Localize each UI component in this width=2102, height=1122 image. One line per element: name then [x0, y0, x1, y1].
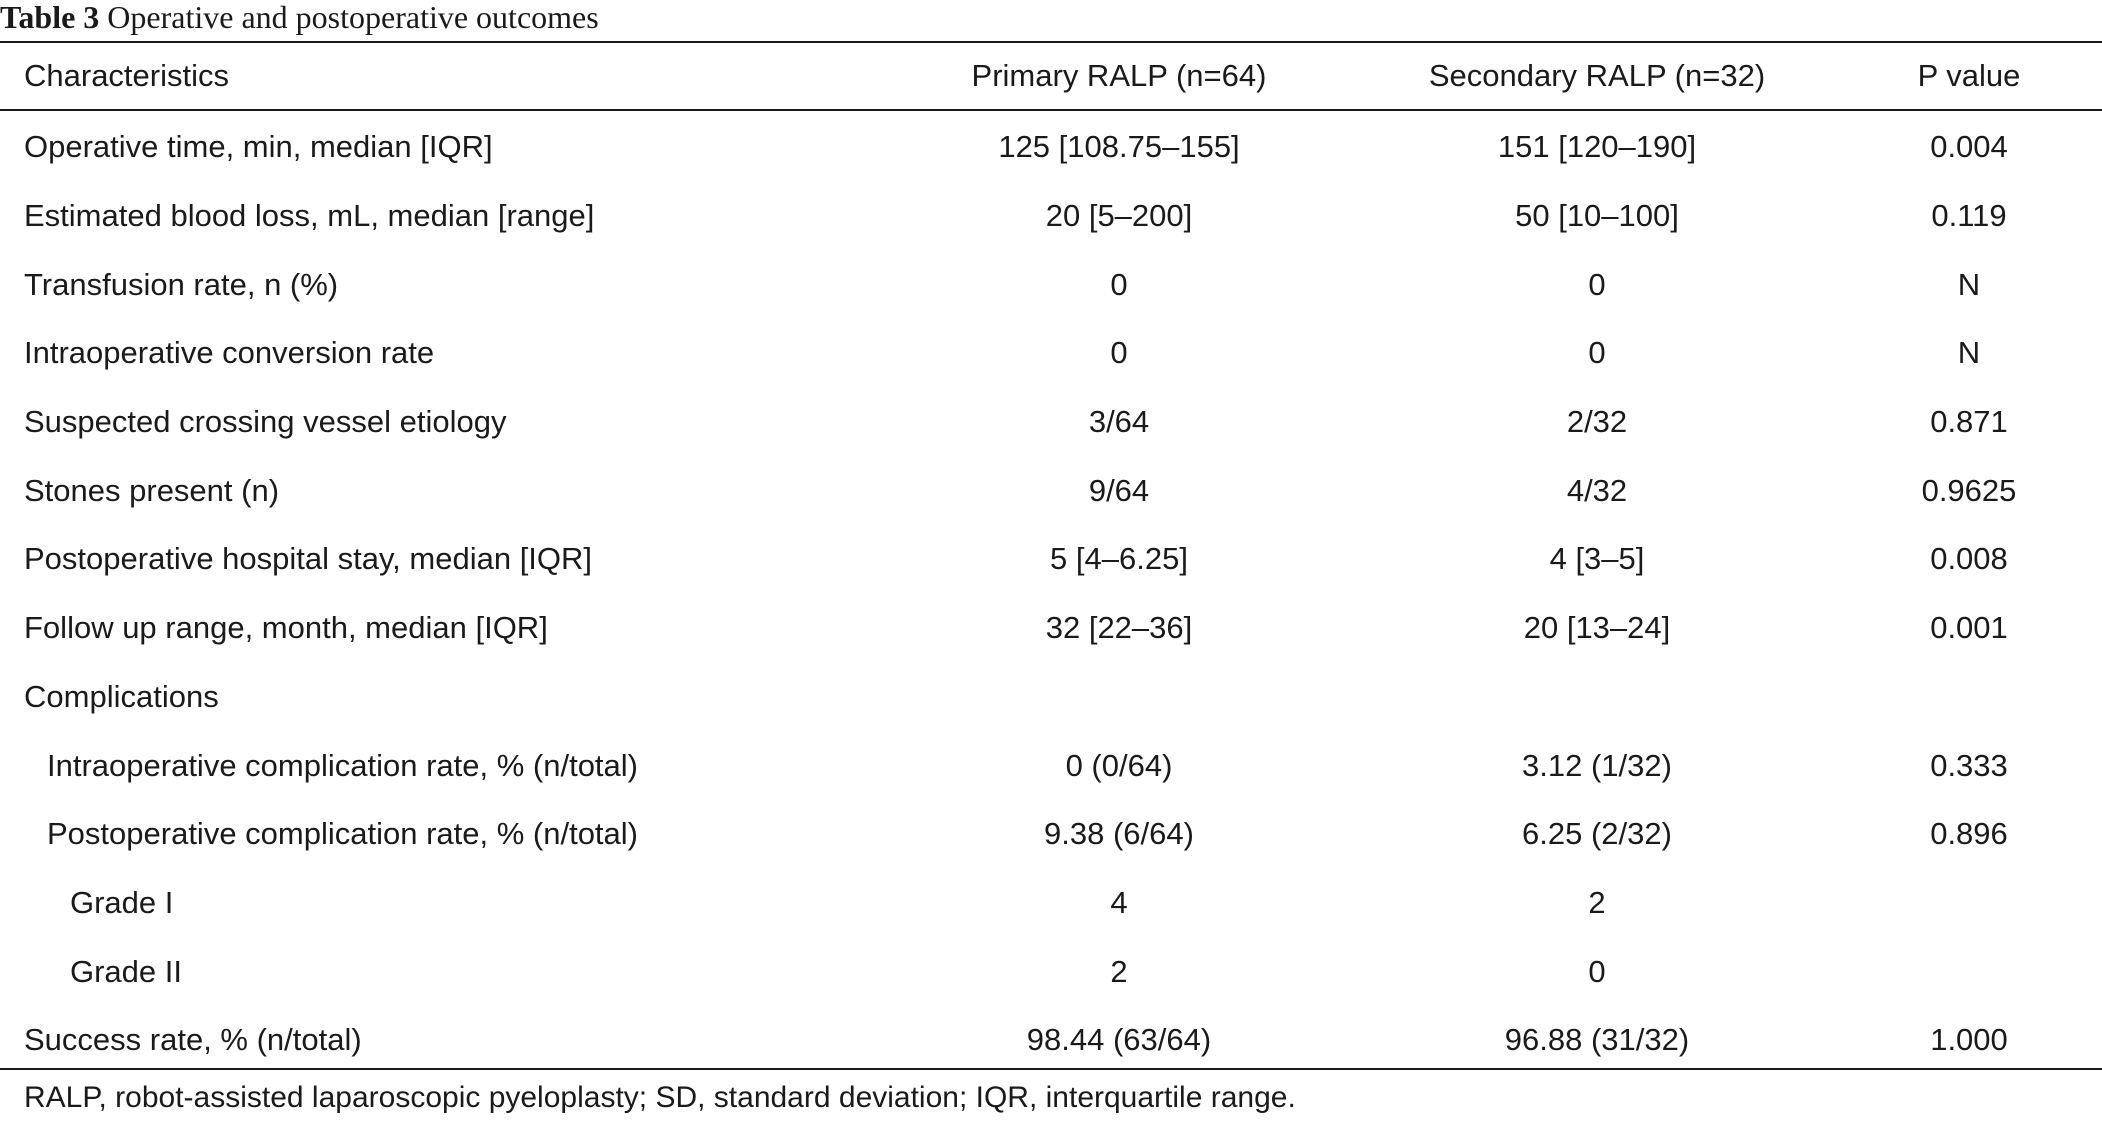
table-row: Intraoperative conversion rate 0 0 N [0, 319, 2102, 388]
row-characteristic: Complications [24, 678, 219, 714]
row-primary-value: 0 [1110, 266, 1128, 302]
row-characteristic: Postoperative hospital stay, median [IQR… [24, 541, 593, 577]
table-row: Estimated blood loss, mL, median [range]… [0, 182, 2102, 251]
row-secondary-value: 151 [120–190] [1497, 129, 1697, 165]
row-primary-value: 9/64 [1088, 472, 1150, 508]
table-header: Characteristics Primary RALP (n=64) Seco… [0, 43, 2102, 109]
row-primary-value: 20 [5–200] [1045, 198, 1193, 234]
row-p-value [1836, 869, 2102, 938]
row-p-value [1836, 663, 2102, 732]
row-characteristic: Grade I [70, 884, 174, 920]
row-secondary-value: 2/32 [1566, 404, 1628, 440]
row-secondary-value: 0 [1588, 953, 1606, 989]
table-caption-label: Table 3 [0, 0, 100, 35]
row-p-value: N [1957, 266, 1981, 302]
header-secondary-ralp: Secondary RALP (n=32) [1428, 58, 1766, 93]
row-secondary-value [1358, 663, 1836, 732]
row-p-value: 0.001 [1930, 610, 2008, 646]
row-characteristic: Grade II [70, 953, 182, 989]
table-row: Postoperative complication rate, % (n/to… [0, 800, 2102, 869]
row-primary-value: 3/64 [1088, 404, 1150, 440]
row-primary-value: 125 [108.75–155] [998, 129, 1240, 165]
table-row: Complications [0, 663, 2102, 732]
row-secondary-value: 96.88 (31/32) [1504, 1022, 1690, 1058]
table-row: Suspected crossing vessel etiology 3/64 2/… [0, 388, 2102, 457]
row-primary-value: 9.38 (6/64) [1044, 816, 1194, 852]
table-row: Intraoperative complication rate, % (n/t… [0, 731, 2102, 800]
row-primary-value: 32 [22–36] [1045, 610, 1193, 646]
row-characteristic: Estimated blood loss, mL, median [range] [24, 198, 595, 234]
row-secondary-value: 3.12 (1/32) [1522, 747, 1672, 783]
row-p-value: 0.004 [1930, 129, 2008, 165]
row-p-value: 0.333 [1930, 747, 2008, 783]
row-characteristic: Postoperative complication rate, % (n/to… [47, 816, 638, 852]
row-primary-value: 5 [4–6.25] [1050, 541, 1188, 577]
table-row: Operative time, min, median [IQR] 125 [10… [0, 109, 2102, 182]
row-primary-value: 2 [1110, 953, 1128, 989]
row-secondary-value: 6.25 (2/32) [1522, 816, 1672, 852]
row-p-value: 0.871 [1930, 404, 2008, 440]
row-primary-value: 0 (0/64) [1065, 747, 1173, 783]
row-p-value: 0.008 [1930, 541, 2008, 577]
header-row: Characteristics Primary RALP (n=64) Seco… [0, 43, 2102, 109]
header-primary-ralp: Primary RALP (n=64) [971, 58, 1267, 93]
row-primary-value [880, 663, 1358, 732]
row-secondary-value: 0 [1588, 335, 1606, 371]
table-row: Success rate, % (n/total) 98.44 (63/64) 96… [0, 1006, 2102, 1075]
row-characteristic: Operative time, min, median [IQR] [24, 129, 493, 165]
row-primary-value: 0 [1110, 335, 1128, 371]
row-p-value: 0.896 [1930, 816, 2008, 852]
row-p-value: 0.9625 [1921, 472, 2017, 508]
row-p-value: 1.000 [1930, 1022, 2008, 1058]
row-characteristic: Suspected crossing vessel etiology [24, 404, 507, 440]
row-characteristic: Transfusion rate, n (%) [24, 266, 339, 302]
row-secondary-value: 50 [10–100] [1515, 198, 1679, 234]
table-caption-title: Operative and postoperative outcomes [107, 0, 599, 35]
row-characteristic: Intraoperative conversion rate [24, 335, 435, 371]
row-primary-value: 98.44 (63/64) [1026, 1022, 1212, 1058]
row-secondary-value: 4/32 [1566, 472, 1628, 508]
table-top-rule [0, 41, 2102, 43]
outcomes-table: Characteristics Primary RALP (n=64) Seco… [0, 43, 2102, 1075]
row-p-value: N [1957, 335, 1981, 371]
row-p-value: 0.119 [1931, 198, 2007, 234]
header-p-value: P value [1917, 58, 2021, 93]
row-characteristic: Follow up range, month, median [IQR] [24, 610, 548, 646]
table-row: Grade II 2 0 [0, 937, 2102, 1006]
row-primary-value: 4 [1110, 884, 1128, 920]
row-p-value [1836, 937, 2102, 1006]
table-row: Stones present (n) 9/64 4/32 0.9625 [0, 456, 2102, 525]
row-secondary-value: 4 [3–5] [1549, 541, 1645, 577]
row-secondary-value: 0 [1588, 266, 1606, 302]
table-caption: Table 3 Operative and postoperative outc… [0, 0, 599, 40]
table-body: Operative time, min, median [IQR] 125 [10… [0, 109, 2102, 1075]
row-secondary-value: 20 [13–24] [1523, 610, 1671, 646]
table-header-rule [0, 109, 2102, 111]
row-characteristic: Stones present (n) [24, 472, 280, 508]
table-footnote: RALP, robot-assisted laparoscopic pyelop… [24, 1081, 1296, 1114]
row-secondary-value: 2 [1588, 884, 1606, 920]
header-characteristics: Characteristics [24, 58, 229, 93]
row-characteristic: Intraoperative complication rate, % (n/t… [47, 747, 638, 783]
table-row: Transfusion rate, n (%) 0 0 N [0, 250, 2102, 319]
table-bottom-rule [0, 1068, 2102, 1070]
table-row: Follow up range, month, median [IQR] 32 [… [0, 594, 2102, 663]
row-characteristic: Success rate, % (n/total) [24, 1022, 362, 1058]
table-row: Grade I 4 2 [0, 869, 2102, 938]
table-row: Postoperative hospital stay, median [IQR… [0, 525, 2102, 594]
